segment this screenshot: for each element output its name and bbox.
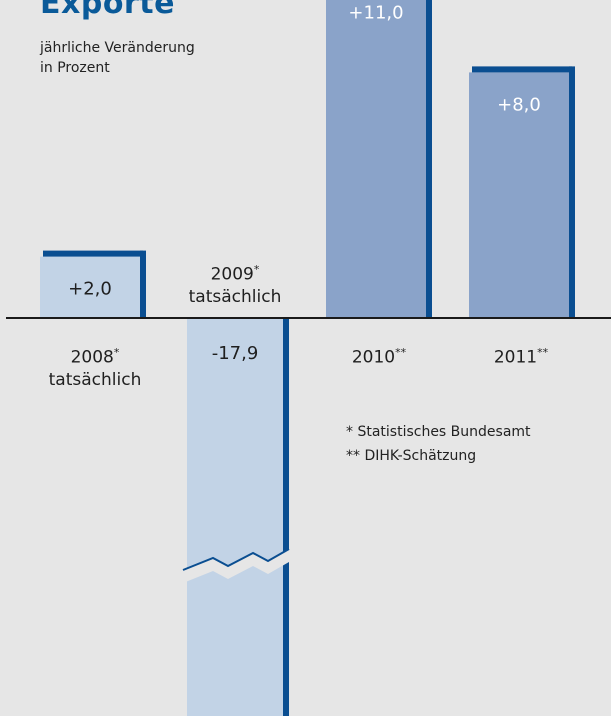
category-label-2009: 2009* tatsächlich <box>188 263 282 307</box>
bar-2009 <box>187 318 283 716</box>
bar-top-edge-2008 <box>43 250 143 257</box>
category-label-2010: 2010** <box>351 346 407 368</box>
bar-side-edge-2008 <box>140 250 146 318</box>
value-label-2009: -17,9 <box>212 343 259 364</box>
chart-subtitle-line2: in Prozent <box>40 60 110 76</box>
axis-break-line <box>182 548 290 571</box>
bar-side-edge-2011 <box>569 66 575 319</box>
bar-side-edge-2009 <box>283 318 289 716</box>
axis-break-gap <box>183 549 289 583</box>
value-label-2008: +2,0 <box>68 279 112 300</box>
bar-2010 <box>326 0 426 319</box>
category-label-2011: 2011** <box>493 346 549 368</box>
bar-side-edge-2010 <box>426 0 432 319</box>
bar-top-edge-2011 <box>472 66 572 73</box>
chart-title: Exporte <box>40 0 175 21</box>
footnote-source-statistik: * Statistisches Bundesamt <box>346 424 531 440</box>
bar-2011 <box>469 72 569 319</box>
footnote-source-dihk: ** DIHK-Schätzung <box>346 448 477 464</box>
value-label-2010: +11,0 <box>348 2 403 23</box>
bar-2008 <box>40 256 140 318</box>
category-label-2008: 2008* tatsächlich <box>48 346 142 390</box>
chart-subtitle-line1: jährliche Veränderung <box>40 40 195 56</box>
value-label-2011: +8,0 <box>497 94 541 115</box>
